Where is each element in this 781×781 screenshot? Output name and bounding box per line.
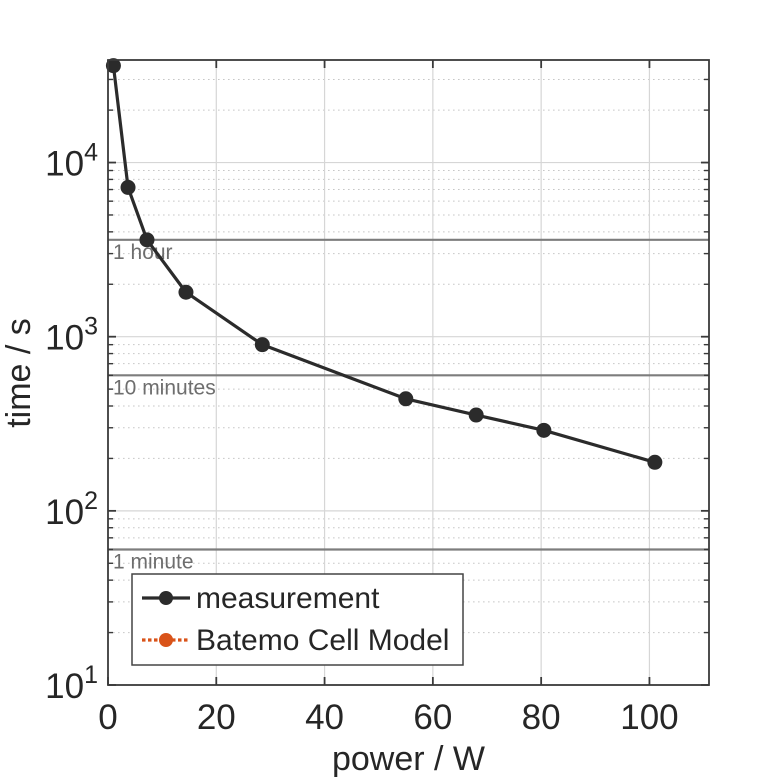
series-measurement-marker (139, 232, 155, 248)
series-measurement-marker (398, 391, 414, 407)
x-tick-label: 100 (620, 698, 678, 737)
y-axis-title: time / s (0, 318, 38, 428)
series-measurement-marker (647, 454, 663, 470)
legend-entry-measurement: measurement (142, 582, 380, 615)
series-measurement-marker (536, 422, 552, 438)
legend-label: measurement (196, 582, 380, 615)
legend-box (131, 573, 464, 666)
series-measurement-marker (120, 179, 136, 195)
legend-label: Batemo Cell Model (196, 624, 449, 657)
series-measurement-marker (105, 58, 121, 74)
legend-marker-sample (159, 591, 173, 605)
series-measurement-marker (178, 284, 194, 300)
x-tick-label: 0 (98, 698, 117, 737)
x-tick-label: 60 (413, 698, 452, 737)
legend: measurement Batemo Cell Model (131, 573, 464, 666)
x-tick-label: 20 (197, 698, 236, 737)
y-tick-label: 102 (45, 487, 98, 532)
series-measurement-line (111, 65, 656, 464)
y-tick-label: 101 (45, 661, 98, 706)
y-tick-label: 104 (45, 139, 98, 184)
legend-marker-sample (159, 633, 173, 647)
x-axis-title: power / W (332, 740, 485, 778)
reference-label-1-hour: 1 hour (113, 241, 173, 264)
legend-entry-batemo-cell-model: Batemo Cell Model (142, 624, 449, 657)
series-measurement-marker (468, 407, 484, 423)
y-tick-label: 103 (45, 313, 98, 358)
plot-border (107, 59, 710, 686)
reference-label-10-minutes: 10 minutes (113, 376, 216, 399)
series-measurement-marker (254, 337, 270, 353)
x-tick-label: 80 (522, 698, 561, 737)
x-tick-label: 40 (305, 698, 344, 737)
reference-label-1-minute: 1 minute (113, 550, 194, 573)
